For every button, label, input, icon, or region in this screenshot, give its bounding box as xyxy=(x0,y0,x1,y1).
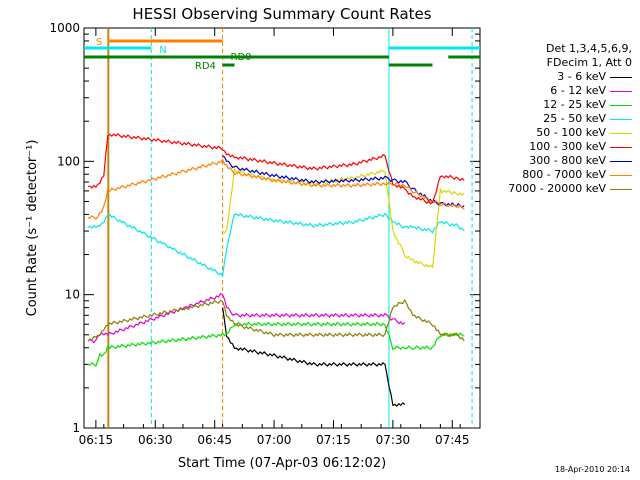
chart-title: HESSI Observing Summary Count Rates xyxy=(132,5,431,23)
legend-swatch xyxy=(610,174,632,176)
y-tick-label: 1 xyxy=(72,421,80,435)
legend-label: 25 - 50 keV xyxy=(543,112,606,125)
legend-entry: 50 - 100 keV xyxy=(472,126,632,140)
series-line-3-6-kev xyxy=(222,307,406,407)
x-tick-label: 06:30 xyxy=(138,433,173,447)
x-tick-label: 06:15 xyxy=(79,433,114,447)
legend-entry: 6 - 12 keV xyxy=(472,84,632,98)
legend-label: 6 - 12 keV xyxy=(550,84,606,97)
legend-swatch xyxy=(610,118,632,120)
series-line-25-50-kev xyxy=(87,212,465,278)
legend-label: 100 - 300 keV xyxy=(529,140,606,153)
legend-entry: 100 - 300 keV xyxy=(472,140,632,154)
legend-entry: 7000 - 20000 keV xyxy=(472,182,632,196)
legend-label: 300 - 800 keV xyxy=(529,154,606,167)
legend-header-line: FDecim 1, Att 0 xyxy=(546,56,632,69)
legend-entry: 300 - 800 keV xyxy=(472,154,632,168)
legend-swatch xyxy=(610,90,632,92)
legend-entry: 12 - 25 keV xyxy=(472,98,632,112)
legend-label: 800 - 7000 keV xyxy=(522,168,606,181)
legend-entry: 3 - 6 keV xyxy=(472,70,632,84)
legend-label: 7000 - 20000 keV xyxy=(508,182,606,195)
series-line-800-7000-kev xyxy=(87,158,465,220)
x-axis-label: Start Time (07-Apr-03 06:12:02) xyxy=(178,456,386,471)
x-tick-label: 07:30 xyxy=(376,433,411,447)
legend-label: 12 - 25 keV xyxy=(543,98,606,111)
timestamp: 18-Apr-2010 20:14 xyxy=(554,465,630,474)
annotation-label: S xyxy=(96,37,102,48)
y-tick-label: 10 xyxy=(65,288,80,302)
legend-entry: 800 - 7000 keV xyxy=(472,168,632,182)
series-line-300-800-kev xyxy=(222,155,465,209)
series-line-100-300-kev xyxy=(88,132,465,205)
y-axis-label: Count Rate (s⁻¹ detector⁻¹) xyxy=(25,140,40,317)
series-line-6-12-kev xyxy=(87,293,406,344)
legend-entry: 25 - 50 keV xyxy=(472,112,632,126)
series-line-7000-20000-kev xyxy=(87,298,465,342)
x-tick-label: 07:45 xyxy=(435,433,470,447)
series-line-50-100-kev xyxy=(222,167,465,269)
legend-header-line: Det 1,3,4,5,6,9, xyxy=(545,42,632,55)
annotation-label: N xyxy=(159,45,166,56)
y-tick-label: 100 xyxy=(57,154,80,168)
x-tick-label: 07:15 xyxy=(316,433,351,447)
series-line-12-25-kev xyxy=(87,321,465,367)
annotation-label: RD4 xyxy=(195,61,216,72)
x-tick-label: 07:00 xyxy=(257,433,292,447)
legend-swatch xyxy=(610,104,632,106)
legend-swatch xyxy=(610,132,632,134)
y-tick-label: 1000 xyxy=(49,21,80,35)
annotation-label: RD0 xyxy=(231,52,252,63)
legend-swatch xyxy=(610,76,632,78)
legend-swatch xyxy=(610,146,632,148)
x-tick-label: 06:45 xyxy=(197,433,232,447)
legend-label: 3 - 6 keV xyxy=(557,70,606,83)
legend-label: 50 - 100 keV xyxy=(536,126,606,139)
legend-swatch xyxy=(610,160,632,162)
legend-swatch xyxy=(610,188,632,190)
